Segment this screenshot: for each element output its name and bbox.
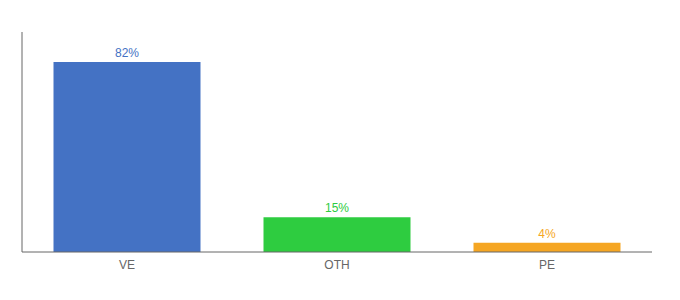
svg-text:82%: 82%	[115, 46, 139, 60]
svg-text:OTH: OTH	[324, 258, 349, 272]
svg-text:PE: PE	[539, 258, 555, 272]
svg-text:VE: VE	[119, 258, 135, 272]
svg-text:4%: 4%	[538, 227, 556, 241]
svg-text:15%: 15%	[325, 201, 349, 215]
